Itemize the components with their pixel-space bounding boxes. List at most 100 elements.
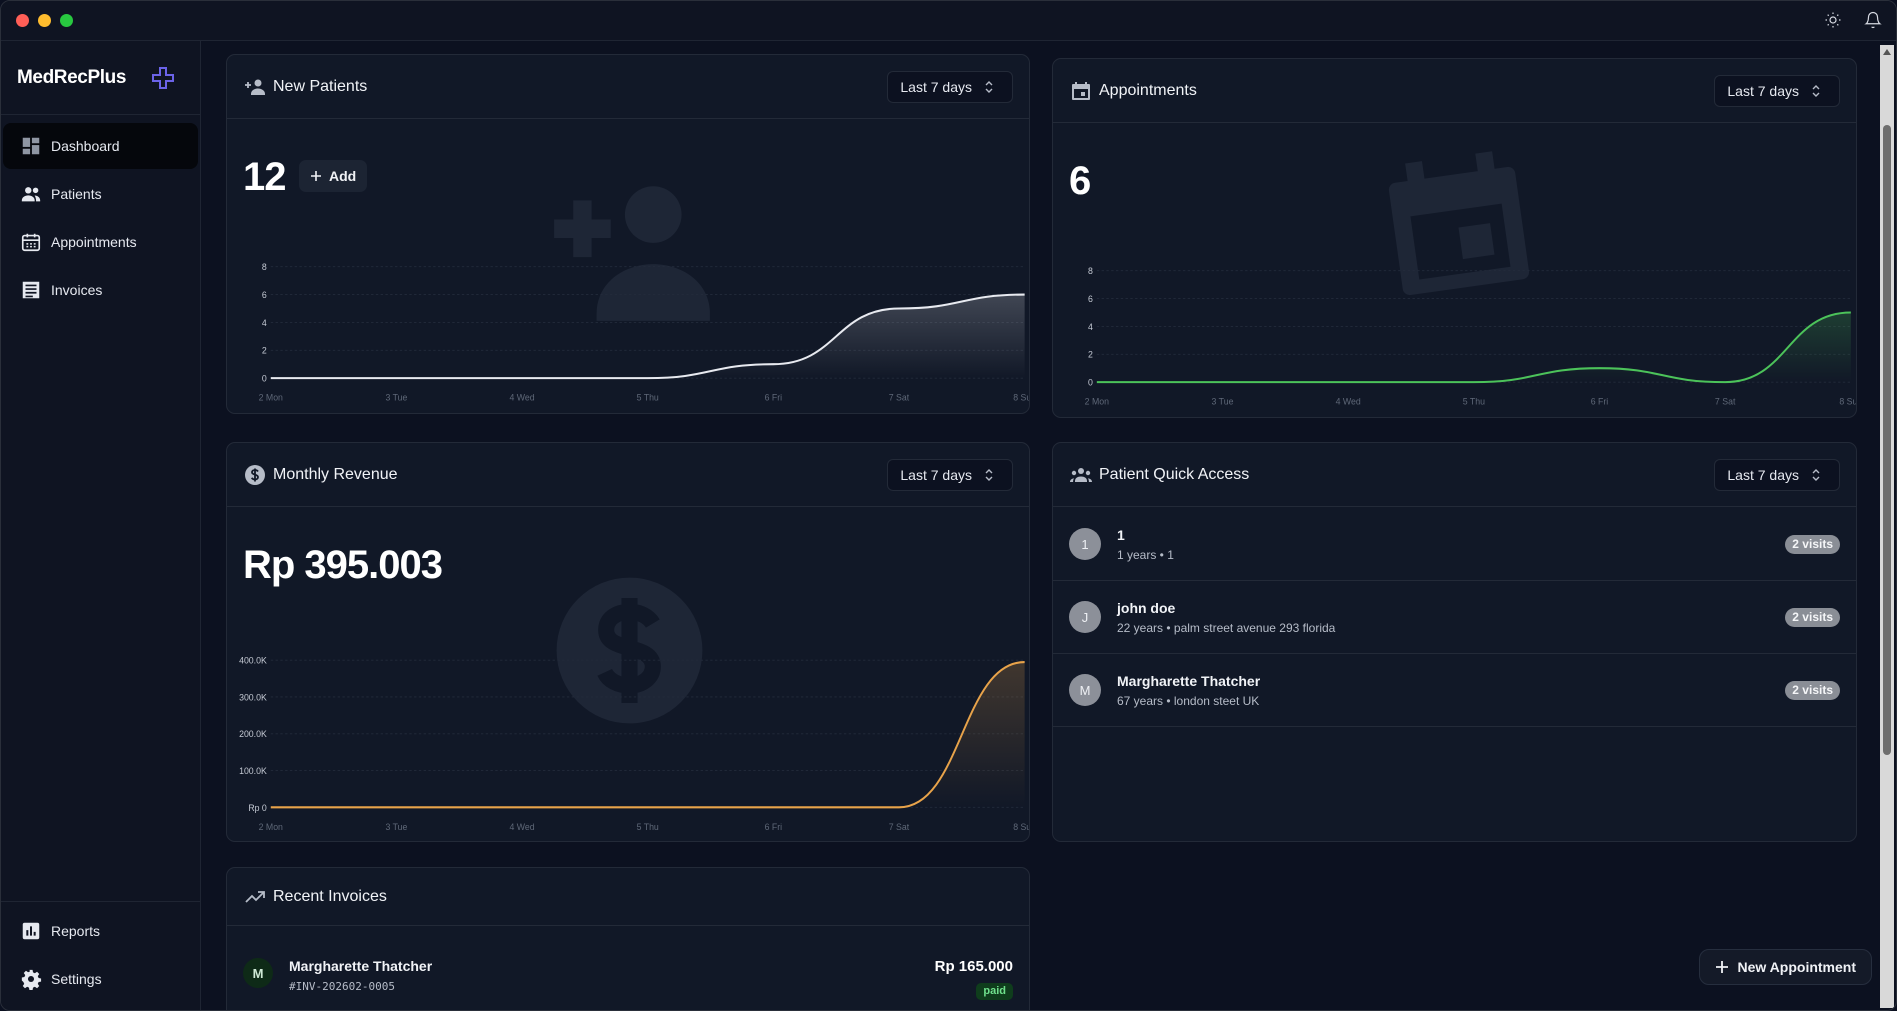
- dollar-watermark-icon: [556, 577, 703, 724]
- scrollbar[interactable]: [1880, 45, 1894, 1008]
- chevron-updown-icon: [1812, 84, 1820, 97]
- groups-icon: [1070, 467, 1092, 482]
- dollar-icon: [245, 464, 265, 485]
- person-add-icon: [245, 79, 265, 95]
- plus-icon: [311, 171, 321, 181]
- window-controls: [16, 14, 73, 27]
- x-tick-label: 2 Mon: [259, 392, 283, 402]
- x-tick-label: 5 Thu: [637, 392, 659, 402]
- visits-badge: 2 visits: [1785, 534, 1840, 554]
- calendar-today-icon: [1072, 81, 1090, 100]
- range-select-value: Last 7 days: [900, 78, 972, 95]
- invoice-icon: [22, 281, 40, 299]
- brand: MedRecPlus: [1, 41, 200, 115]
- avatar: M: [243, 958, 273, 988]
- invoice-id: #INV-202602-0005: [289, 980, 395, 993]
- patient-name: Margharette Thatcher: [1117, 672, 1261, 689]
- x-tick-label: 7 Sat: [1715, 396, 1736, 406]
- invoice-list-item[interactable]: M Margharette Thatcher #INV-202602-0005 …: [227, 926, 1029, 1006]
- patient-list-item[interactable]: 1 1 1 years • 1 2 visits: [1053, 508, 1856, 581]
- x-tick-label: 4 Wed: [510, 822, 535, 832]
- invoice-patient-name: Margharette Thatcher: [289, 958, 433, 974]
- card-title: Monthly Revenue: [273, 465, 398, 483]
- x-tick-label: 5 Thu: [637, 822, 659, 832]
- series-area: [270, 294, 1025, 379]
- gear-icon: [21, 969, 42, 990]
- range-select[interactable]: Last 7 days: [1714, 458, 1840, 491]
- monthly-revenue-chart: Rp 0 100.0K 200.0K 300.0K 400.0K 2 Mon 3 Tue 4 …: [239, 655, 1029, 832]
- card-title: New Patients: [273, 77, 368, 95]
- sidebar-item-reports[interactable]: Reports: [3, 908, 198, 954]
- calendar-icon: [21, 233, 41, 252]
- card-title: Patient Quick Access: [1099, 465, 1250, 483]
- new-appointment-button[interactable]: New Appointment: [1698, 949, 1872, 985]
- patient-list-item[interactable]: M Margharette Thatcher 67 years • london…: [1053, 654, 1856, 727]
- visits-badge: 2 visits: [1785, 607, 1840, 627]
- sidebar-item-label: Appointments: [51, 234, 137, 250]
- sidebar-item-label: Dashboard: [51, 138, 120, 154]
- maximize-window-button[interactable]: [60, 14, 73, 27]
- medical-cross-icon: [151, 66, 174, 89]
- x-tick-label: 3 Tue: [385, 392, 407, 402]
- appointments-card: Appointments Last 7 days 6 0 2 4 6 8 2 Mon 3 T…: [1052, 58, 1857, 418]
- x-tick-label: 8 Sun: [1839, 396, 1857, 406]
- sidebar-item-appointments[interactable]: Appointments: [3, 219, 198, 265]
- sidebar-item-label: Settings: [51, 971, 102, 987]
- dashboard-icon: [22, 137, 40, 155]
- sidebar-item-invoices[interactable]: Invoices: [3, 267, 198, 313]
- series-line: [270, 293, 1025, 380]
- y-tick-label: 6: [262, 290, 267, 300]
- visits-badge: 2 visits: [1785, 680, 1840, 700]
- sun-icon: [1825, 12, 1841, 28]
- series-area: [1096, 312, 1851, 383]
- patient-details: 22 years • palm street avenue 293 florid…: [1117, 620, 1336, 635]
- sidebar-item-label: Invoices: [51, 282, 103, 298]
- x-tick-label: 5 Thu: [1463, 396, 1485, 406]
- trending-up-icon: [245, 890, 265, 903]
- y-tick-label: 8: [1088, 266, 1093, 276]
- close-window-button[interactable]: [16, 14, 29, 27]
- y-tick-label: 300.0K: [239, 692, 267, 702]
- avatar: J: [1069, 601, 1101, 633]
- notifications-button[interactable]: [1864, 11, 1882, 34]
- title-bar: [1, 1, 1896, 41]
- people-icon: [21, 187, 41, 202]
- avatar: 1: [1069, 528, 1101, 560]
- card-header: Patient Quick Access Last 7 days: [1053, 443, 1856, 507]
- theme-toggle-button[interactable]: [1824, 11, 1842, 34]
- patient-name: john doe: [1117, 599, 1176, 616]
- range-select[interactable]: Last 7 days: [887, 458, 1013, 491]
- new-patients-chart: 0 2 4 6 8 2 Mon 3 Tue 4 Wed 5 Thu 6 Fri 7 Sat 8 Sun: [259, 262, 1030, 403]
- minimize-window-button[interactable]: [38, 14, 51, 27]
- add-patient-button[interactable]: Add: [299, 160, 368, 192]
- status-badge: paid: [976, 983, 1013, 1000]
- chevron-updown-icon: [985, 468, 993, 481]
- range-select[interactable]: Last 7 days: [887, 70, 1013, 103]
- y-tick-label: 6: [1088, 294, 1093, 304]
- patient-list-item[interactable]: J john doe 22 years • palm street avenue…: [1053, 581, 1856, 654]
- card-title: Recent Invoices: [273, 887, 387, 905]
- card-header: Appointments Last 7 days: [1053, 59, 1856, 123]
- x-tick-label: 8 Sun: [1013, 392, 1030, 402]
- add-patient-label: Add: [329, 168, 357, 184]
- new-patients-count: 12: [243, 155, 286, 199]
- range-select[interactable]: Last 7 days: [1714, 74, 1840, 107]
- scroll-thumb[interactable]: [1883, 125, 1891, 755]
- y-tick-label: 2: [262, 345, 267, 355]
- monthly-revenue-card: Monthly Revenue Last 7 days Rp 395.003 R…: [226, 442, 1030, 842]
- card-header: Recent Invoices: [227, 868, 1029, 926]
- x-tick-label: 6 Fri: [765, 822, 782, 832]
- plus-icon: [1715, 961, 1728, 973]
- series-area: [270, 662, 1025, 808]
- sidebar-item-patients[interactable]: Patients: [3, 171, 198, 217]
- y-tick-label: Rp 0: [248, 802, 266, 812]
- sidebar-item-dashboard[interactable]: Dashboard: [3, 123, 198, 169]
- appointments-chart: 0 2 4 6 8 2 Mon 3 Tue 4 Wed 5 Thu 6 Fri 7 Sat 8 Sun: [1085, 266, 1857, 407]
- x-tick-label: 6 Fri: [1591, 396, 1609, 406]
- scroll-up-arrow-icon[interactable]: [1883, 49, 1891, 55]
- sidebar-item-settings[interactable]: Settings: [3, 956, 198, 1002]
- y-tick-label: 100.0K: [239, 766, 267, 776]
- sidebar-item-label: Patients: [51, 186, 102, 202]
- chevron-updown-icon: [985, 80, 993, 93]
